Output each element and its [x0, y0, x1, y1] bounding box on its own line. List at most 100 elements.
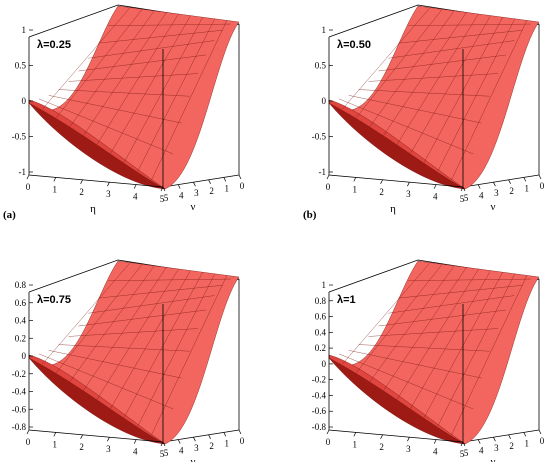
- eta-tick-label: 3: [106, 189, 111, 199]
- z-tick-label: -0.5: [312, 132, 327, 142]
- eta-tick-label: 2: [79, 187, 84, 197]
- nu-axis-line: [162, 429, 240, 443]
- nu-tick-label: 2: [509, 186, 513, 196]
- eta-tick-label: 5: [160, 449, 165, 459]
- eta-tick-mark: [160, 441, 164, 447]
- nu-tick-label: 0: [240, 181, 245, 191]
- panel-d: -0.8-0.6-0.4-0.200.20.40.60.81012345η543…: [312, 259, 545, 462]
- nu-tick-label: 2: [209, 441, 214, 451]
- eta-tick-mark: [326, 429, 330, 435]
- nu-tick-label: 4: [179, 191, 184, 201]
- eta-axis-label: η: [90, 458, 96, 462]
- nu-tick-mark: [493, 182, 496, 187]
- z-tick-label: -0.4: [12, 387, 27, 397]
- eta-tick-mark: [107, 182, 110, 187]
- eta-tick-mark: [133, 439, 137, 444]
- eta-tick-mark: [160, 186, 164, 192]
- z-tick-label: 0.6: [315, 312, 327, 322]
- z-tick-label: -0.6: [312, 406, 327, 416]
- lambda-label: λ=0.75: [37, 294, 71, 306]
- eta-tick-label: 1: [353, 184, 358, 194]
- z-tick-label: 0: [22, 351, 27, 361]
- nu-tick-mark: [462, 186, 466, 192]
- z-tick-label: -1: [19, 167, 27, 177]
- z-tick-label: 0.2: [315, 343, 326, 353]
- nu-tick-label: 5: [464, 448, 469, 458]
- z-tick-label: 0.2: [15, 333, 26, 343]
- lambda-label: λ=0.25: [37, 39, 71, 51]
- z-tick-label: -0.8: [12, 422, 27, 432]
- lambda-label: λ=1: [337, 294, 356, 306]
- surface-mesh: [38, 7, 231, 181]
- z-tick-label: 0: [322, 96, 327, 106]
- eta-tick-mark: [353, 432, 357, 437]
- nu-tick-label: 0: [240, 436, 245, 446]
- eta-tick-label: 1: [53, 439, 58, 449]
- eta-tick-label: 0: [326, 182, 331, 192]
- lambda-label: λ=0.50: [337, 39, 371, 51]
- eta-tick-label: 0: [326, 437, 331, 447]
- z-tick-label: 0: [22, 96, 27, 106]
- z-tick-label: 0: [322, 359, 327, 369]
- panel-a: -1-0.500.510 1 2 3 4 5η5 4 3 2 1 0νλ=0.25(a): [3, 4, 245, 221]
- eta-tick-mark: [53, 177, 57, 182]
- z-tick-label: -0.6: [12, 404, 27, 414]
- nu-tick-mark: [177, 184, 181, 189]
- eta-tick-mark: [433, 184, 437, 189]
- nu-tick-label: 3: [494, 188, 499, 198]
- surface-mesh: [338, 7, 531, 181]
- nu-axis-label: ν: [491, 456, 496, 462]
- nu-tick-label: 1: [225, 438, 230, 448]
- panel-b: -1-0.500.510 1 2 3 4 5η5 4 3 2 1 0νλ=0.50(b): [303, 4, 545, 221]
- z-tick-label: 1: [322, 280, 327, 290]
- nu-tick-label: 2: [209, 186, 214, 196]
- nu-tick-mark: [162, 186, 166, 192]
- nu-tick-mark: [162, 441, 166, 447]
- eta-axis-label: η: [390, 458, 396, 462]
- z-tick-label: 1: [322, 25, 327, 35]
- eta-tick-mark: [433, 439, 437, 444]
- z-tick-label: -0.5: [12, 132, 27, 142]
- nu-tick-mark: [477, 439, 481, 444]
- eta-tick-mark: [80, 179, 83, 184]
- eta-tick-label: 5: [160, 194, 165, 204]
- eta-tick-label: 0: [26, 182, 31, 192]
- nu-tick-mark: [223, 177, 227, 182]
- eta-tick-label: 4: [133, 447, 138, 457]
- eta-tick-label: 2: [379, 187, 384, 197]
- nu-tick-mark: [523, 177, 527, 182]
- eta-tick-label: 4: [133, 192, 138, 202]
- eta-tick-label: 1: [53, 184, 58, 194]
- nu-axis-label: ν: [191, 201, 196, 213]
- eta-axis-label: η: [390, 203, 396, 215]
- eta-tick-mark: [380, 434, 383, 439]
- eta-tick-mark: [380, 179, 383, 184]
- z-tick-label: 0.4: [315, 327, 327, 337]
- eta-tick-mark: [326, 174, 330, 180]
- nu-axis-label: ν: [491, 201, 496, 213]
- z-tick-label: 0.8: [315, 296, 327, 306]
- nu-tick-mark: [208, 434, 211, 439]
- eta-tick-label: 3: [106, 444, 111, 454]
- z-tick-label: 0.5: [15, 61, 27, 71]
- panel-label: (b): [303, 209, 317, 221]
- nu-tick-mark: [508, 179, 511, 184]
- nu-tick-label: 3: [494, 443, 499, 453]
- nu-tick-mark: [523, 432, 527, 437]
- nu-tick-mark: [193, 182, 196, 187]
- surface-mesh: [338, 262, 531, 436]
- z-tick-label: 0.6: [15, 298, 27, 308]
- eta-tick-label: 0: [26, 437, 31, 447]
- nu-tick-mark: [508, 434, 511, 439]
- nu-axis-label: ν: [191, 456, 196, 462]
- eta-tick-mark: [460, 441, 464, 447]
- nu-tick-label: 2: [509, 441, 513, 451]
- z-tick-label: -0.2: [312, 375, 326, 385]
- nu-tick-label: 4: [479, 446, 484, 456]
- nu-tick-mark: [223, 432, 227, 437]
- eta-tick-mark: [353, 177, 357, 182]
- eta-tick-mark: [80, 434, 83, 439]
- nu-tick-label: 4: [479, 191, 484, 201]
- nu-tick-label: 5: [164, 193, 169, 203]
- nu-tick-mark: [238, 429, 242, 435]
